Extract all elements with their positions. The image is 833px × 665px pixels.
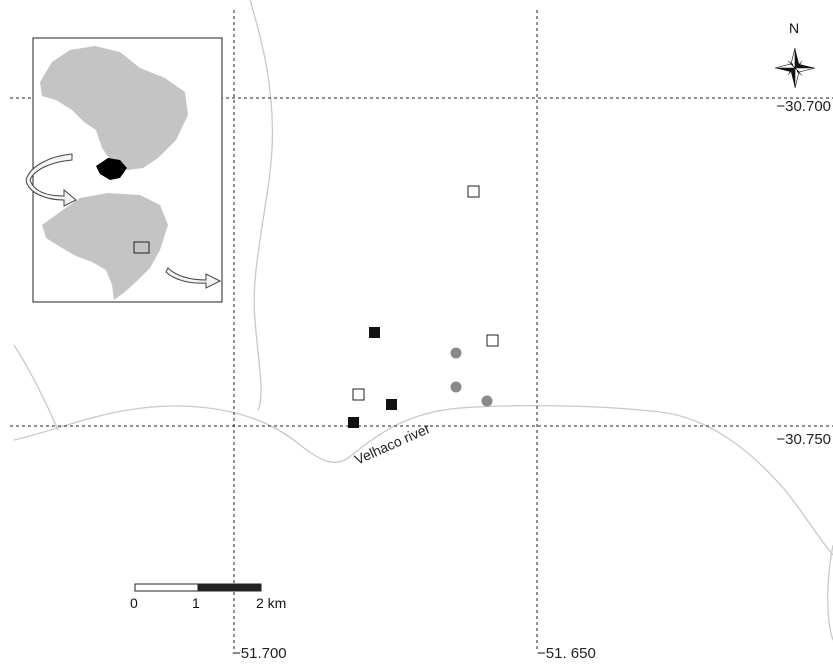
state-highlight <box>96 158 127 180</box>
open-square-site <box>486 334 499 347</box>
velhaco-river <box>13 405 833 556</box>
gray-circle-site <box>450 381 462 393</box>
north-label: N <box>789 20 800 36</box>
filled-square-site <box>348 417 359 428</box>
longitude-label-right: −51. 650 <box>537 645 596 662</box>
stream-left <box>13 344 59 431</box>
scale-tick-2: 2 km <box>256 595 287 611</box>
scale-bar <box>134 583 262 592</box>
north-arrow-icon <box>774 47 816 89</box>
longitude-label-left: −51.700 <box>232 645 287 662</box>
sampling-sites <box>348 185 499 428</box>
scale-tick-1: 1 <box>192 595 200 611</box>
state-enlarged <box>42 193 168 300</box>
scale-tick-0: 0 <box>130 595 138 611</box>
river-lines <box>13 0 833 641</box>
stream-right-edge <box>827 544 833 641</box>
filled-square-site <box>386 399 397 410</box>
open-square-site <box>352 388 365 401</box>
study-area-box <box>133 241 150 254</box>
brazil-shape <box>40 46 188 170</box>
filled-square-site <box>369 327 380 338</box>
gray-circle-site <box>481 395 493 407</box>
latitude-label-top: −30.700 <box>776 98 831 115</box>
inset-map <box>25 37 223 303</box>
graticule <box>10 10 833 650</box>
open-square-site <box>467 185 480 198</box>
curved-arrow-left <box>25 153 77 207</box>
tributary-west <box>249 0 274 411</box>
gray-circle-site <box>450 347 462 359</box>
curved-arrow-right <box>165 267 222 289</box>
latitude-label-bottom: −30.750 <box>776 431 831 448</box>
